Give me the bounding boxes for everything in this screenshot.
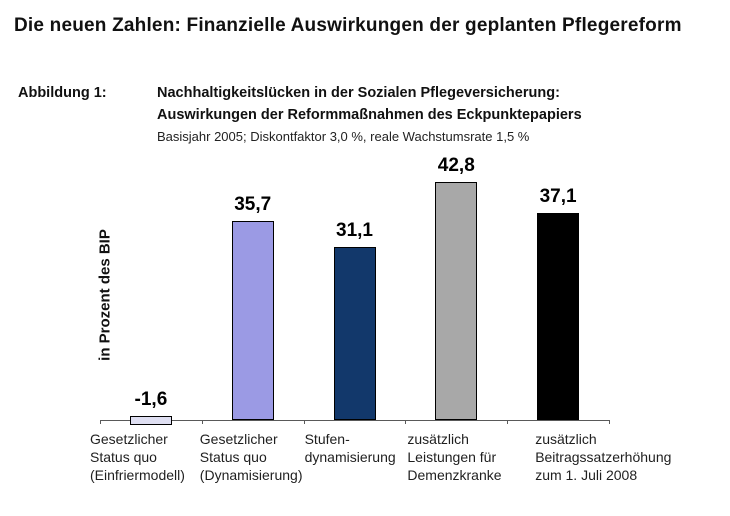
figure-title-line2: Auswirkungen der Reformmaßnahmen des Eck…	[157, 107, 582, 123]
axis-tick	[609, 420, 610, 424]
bar-value-label: 42,8	[437, 154, 475, 176]
axis-tick	[405, 420, 407, 424]
figure-heading: Nachhaltigkeitslücken in der Sozialen Pf…	[157, 82, 717, 146]
bar-value-label: 35,7	[234, 194, 272, 216]
category-label: Gesetzlicher Status quo (Dynamisierung)	[199, 431, 303, 483]
axis-tick	[507, 420, 509, 424]
category-label: zusätzlich Beitragssatzerhöhung zum 1. Jul…	[535, 431, 672, 483]
bar	[231, 221, 274, 420]
bar-value-label: 31,1	[336, 219, 373, 241]
bar	[129, 416, 172, 425]
axis-tick	[201, 420, 203, 424]
category-label: zusätzlich Leistungen für Demenzkranke	[407, 431, 502, 483]
figure-title-line1: Nachhaltigkeitslücken in der Sozialen Pf…	[157, 85, 560, 101]
axis-tick	[303, 420, 305, 424]
figure-label: Abbildung 1:	[18, 85, 107, 101]
category-label: Gesetzlicher Status quo (Einfriermodell)	[90, 431, 185, 483]
x-axis-line	[100, 420, 609, 421]
bar	[435, 181, 478, 420]
bar-value-label: 37,1	[539, 186, 577, 208]
bar-value-label: -1,6	[134, 389, 168, 410]
y-axis-label: in Prozent des BIP	[96, 229, 114, 361]
category-label: Stufen-dynamisierung	[304, 431, 396, 465]
figure-subtitle: Basisjahr 2005; Diskontfaktor 3,0 %, rea…	[157, 129, 530, 144]
bar	[537, 213, 580, 420]
bar	[333, 246, 376, 420]
document-title: Die neuen Zahlen: Finanzielle Auswirkung…	[14, 15, 682, 36]
axis-tick	[100, 420, 101, 424]
